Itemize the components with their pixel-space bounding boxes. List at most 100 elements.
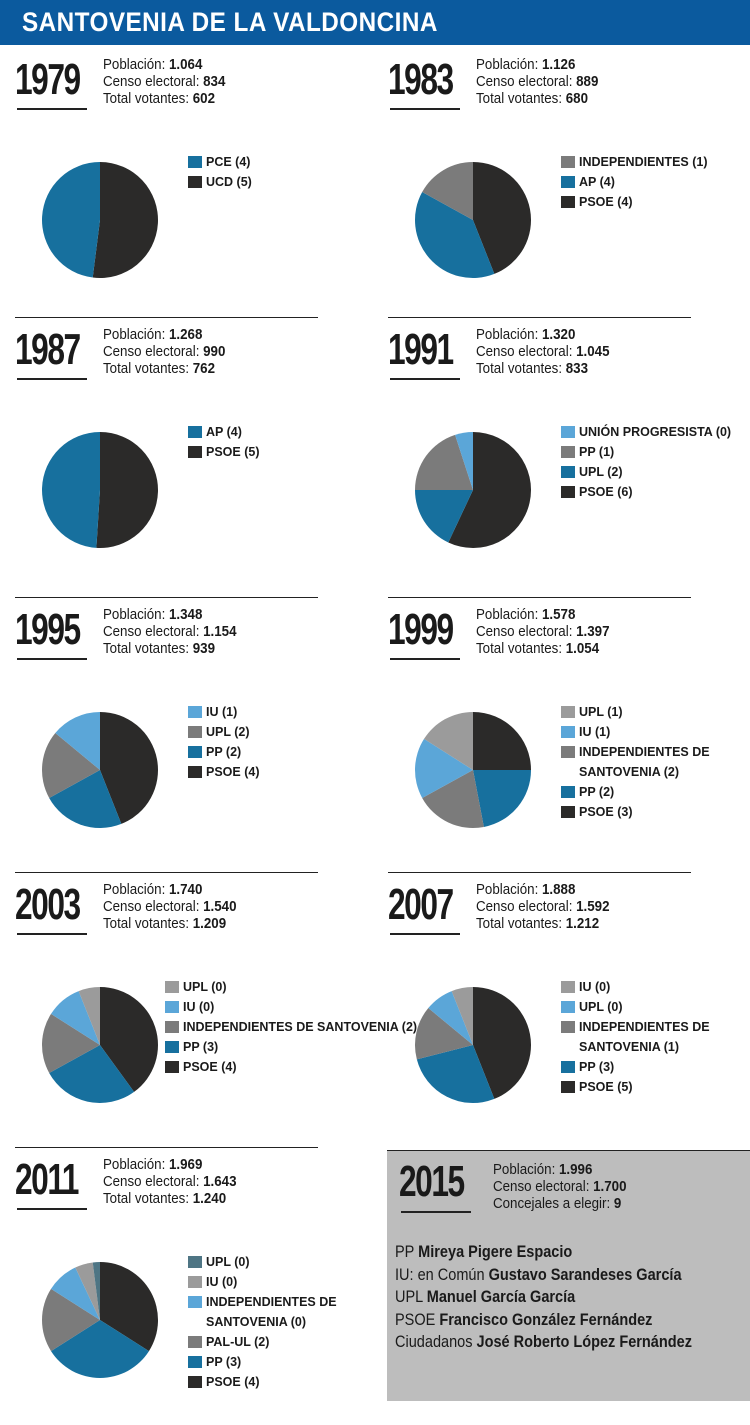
censo-value: 1.700	[593, 1179, 627, 1195]
candidate-name: Manuel García García	[426, 1288, 576, 1306]
censo-row: Censo electoral: 1.397	[476, 624, 610, 641]
candidate-name: Gustavo Sarandeses García	[488, 1265, 682, 1284]
pie-slice	[100, 987, 158, 1092]
pie-slice	[100, 712, 158, 824]
censo-label: Censo electoral:	[103, 624, 204, 640]
pie-slice	[78, 987, 100, 1045]
legend-label: PP (3)	[183, 1040, 219, 1054]
legend-label: IU (1)	[579, 725, 611, 739]
legend-item: UPL (2)	[561, 462, 731, 482]
legend-swatch	[188, 1256, 202, 1268]
pie-slice	[422, 162, 473, 220]
legend-item: AP (4)	[188, 422, 260, 442]
poblacion-value: 1.348	[169, 607, 203, 623]
legend-item: PP (3)	[188, 1352, 356, 1372]
censo-label: Censo electoral:	[103, 74, 204, 90]
poblacion-label: Población:	[476, 882, 543, 898]
year-underline	[390, 378, 460, 380]
legend-swatch	[188, 706, 202, 718]
legend-swatch	[561, 156, 575, 168]
legend-swatch	[561, 726, 575, 738]
pie-slice	[51, 1267, 100, 1320]
candidate-party: PSOE	[395, 1310, 440, 1329]
votantes-value: 833	[565, 361, 588, 377]
censo-value: 1.397	[576, 624, 610, 640]
legend-label: PCE (4)	[206, 155, 251, 169]
pie-slice	[415, 490, 473, 543]
legend-item: PP (2)	[188, 742, 260, 762]
panel-1995: 1995 Población: 1.348 Censo electoral: 1.1…	[15, 597, 345, 875]
legend-label: UPL (0)	[579, 1000, 623, 1014]
stat-label: Población:	[493, 1162, 560, 1178]
legend-swatch	[561, 466, 575, 478]
censo-value: 1.540	[203, 899, 237, 915]
poblacion-value: 1.064	[169, 57, 203, 73]
poblacion-row: Población: 1.969	[103, 1157, 237, 1174]
pie-slice	[49, 770, 122, 828]
legend-label: UPL (0)	[183, 980, 227, 994]
year-label: 2003	[15, 880, 81, 929]
legend-label: AP (4)	[206, 425, 242, 439]
legend-swatch	[188, 156, 202, 168]
legend-swatch	[188, 176, 202, 188]
legend-label: IU (0)	[579, 980, 611, 994]
censo-value: 990	[203, 344, 226, 360]
legend-item: PSOE (4)	[188, 1372, 356, 1392]
poblacion-value: 1.740	[169, 882, 203, 898]
pie-chart	[42, 1262, 158, 1378]
pie-slice	[41, 432, 100, 548]
legend-label: INDEPENDIENTES DE SANTOVENIA (2)	[183, 1020, 418, 1034]
censo-label: Censo electoral:	[476, 899, 577, 915]
pie-slice	[473, 987, 531, 1099]
pie-slice	[51, 991, 100, 1045]
legend-item: PSOE (3)	[561, 802, 729, 822]
legend-swatch	[561, 486, 575, 498]
legend-label: PP (3)	[579, 1060, 615, 1074]
divider-line	[388, 317, 691, 318]
candidate-row: UPL Manuel García García	[395, 1286, 692, 1309]
poblacion-row: Población: 1.578	[476, 607, 610, 624]
legend-label: PP (3)	[206, 1355, 242, 1369]
pie-slice	[92, 162, 158, 278]
legend-swatch	[188, 1336, 202, 1348]
pie-slice	[42, 1013, 100, 1073]
legend: IU (0) UPL (0) INDEPENDIENTES DE SANTOVENI…	[561, 977, 729, 1097]
legend: UNIÓN PROGRESISTA (0) PP (1) UPL (2) PSOE (…	[561, 422, 731, 502]
title-bar: SANTOVENIA DE LA VALDONCINA	[0, 0, 750, 45]
stats: Población: 1.740 Censo electoral: 1.540 To…	[103, 882, 237, 933]
year-label: 1995	[15, 605, 81, 654]
poblacion-value: 1.320	[542, 327, 576, 343]
censo-row: Censo electoral: 889	[476, 74, 598, 91]
legend-swatch	[561, 981, 575, 993]
poblacion-value: 1.578	[542, 607, 576, 623]
votantes-label: Total votantes:	[103, 91, 193, 107]
poblacion-label: Población:	[103, 607, 170, 623]
stats: Población: 1.996 Censo electoral: 1.700 …	[493, 1162, 627, 1213]
votantes-row: Total votantes: 1.240	[103, 1191, 237, 1208]
poblacion-value: 1.996	[559, 1162, 593, 1178]
censo-value: 1.045	[576, 344, 610, 360]
pie-slice	[473, 770, 531, 827]
poblacion-label: Población:	[103, 327, 170, 343]
candidate-party: Ciudadanos	[395, 1333, 477, 1351]
legend-label: INDEPENDIENTES (1)	[579, 155, 708, 169]
pie-slice	[55, 712, 100, 770]
poblacion-value: 1.126	[542, 57, 576, 73]
candidate-name: Mireya Pigere Espacio	[418, 1243, 573, 1261]
censo-value: 1.643	[203, 1174, 237, 1190]
legend-swatch	[561, 176, 575, 188]
legend-swatch	[561, 1001, 575, 1013]
legend-label: IU (0)	[183, 1000, 215, 1014]
pie-chart	[41, 162, 158, 278]
votantes-row: Total votantes: 762	[103, 361, 225, 378]
legend-label: PSOE (4)	[206, 765, 260, 779]
poblacion-row: Población: 1.064	[103, 57, 225, 74]
censo-value: 834	[203, 74, 226, 90]
candidates-list: PP Mireya Pigere Espacio IU: en Común Gus…	[395, 1241, 692, 1354]
votantes-value: 602	[192, 91, 215, 107]
legend-item: PP (1)	[561, 442, 731, 462]
legend-swatch	[165, 1041, 179, 1053]
panel-1987: 1987 Población: 1.268 Censo electoral: 990…	[15, 317, 345, 595]
divider-line	[15, 872, 318, 873]
pie-slice	[49, 1045, 135, 1103]
